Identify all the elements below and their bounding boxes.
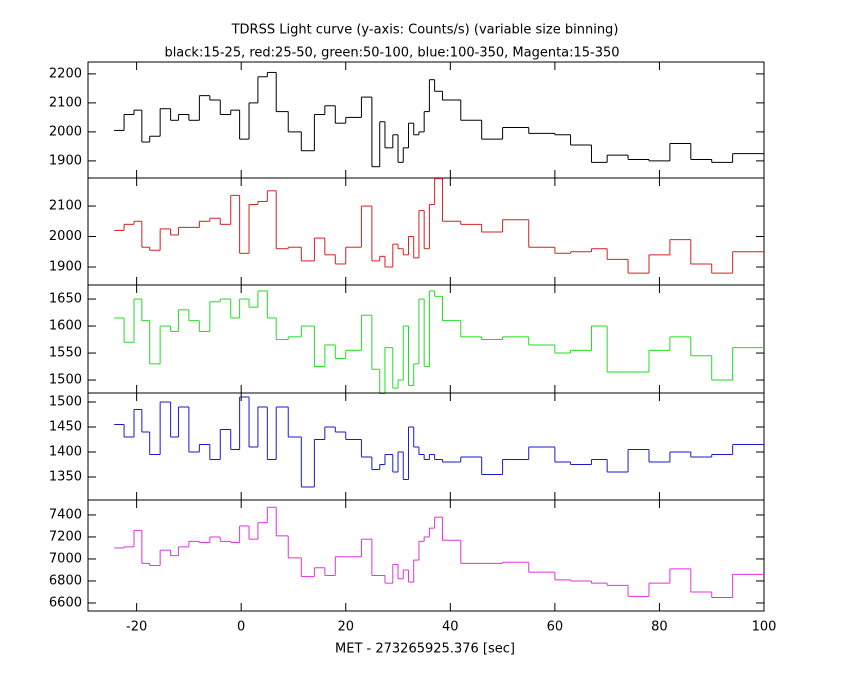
y-tick-label: 2000: [49, 229, 82, 244]
y-tick-label: 2100: [49, 95, 82, 110]
y-tick-label: 2000: [49, 124, 82, 139]
y-tick-label: 1900: [49, 153, 82, 168]
x-tick-label: 100: [752, 620, 777, 635]
y-tick-label: 1450: [49, 420, 82, 435]
y-tick-label: 1900: [49, 260, 82, 275]
x-axis-label: MET - 273265925.376 [sec]: [335, 642, 515, 657]
y-tick-label: 7000: [49, 551, 82, 566]
y-tick-label: 2100: [49, 199, 82, 214]
y-tick-label: 1400: [49, 445, 82, 460]
y-tick-label: 1500: [49, 395, 82, 410]
x-tick-label: 20: [337, 620, 354, 635]
y-tick-label: 1350: [49, 470, 82, 485]
y-tick-label: 1500: [49, 373, 82, 388]
y-tick-label: 1600: [49, 319, 82, 334]
y-tick-label: 6600: [49, 595, 82, 610]
panel-frame: [87, 499, 765, 612]
x-tick-label: 0: [237, 620, 245, 635]
chart-subtitle: black:15-25, red:25-50, green:50-100, bl…: [164, 46, 619, 61]
chart-title: TDRSS Light curve (y-axis: Counts/s) (va…: [231, 23, 619, 38]
y-tick-label: 7200: [49, 529, 82, 544]
panel-frame: [87, 177, 765, 286]
y-tick-label: 1550: [49, 346, 82, 361]
x-tick-label: 60: [547, 620, 564, 635]
y-tick-label: 1650: [49, 292, 82, 307]
y-tick-label: 2200: [49, 66, 82, 81]
y-tick-label: 7400: [49, 507, 82, 522]
x-tick-label: 80: [651, 620, 668, 635]
x-tick-label: -20: [126, 620, 147, 635]
x-tick-label: 40: [442, 620, 459, 635]
y-tick-label: 6800: [49, 573, 82, 588]
panel-frame: [87, 284, 765, 394]
